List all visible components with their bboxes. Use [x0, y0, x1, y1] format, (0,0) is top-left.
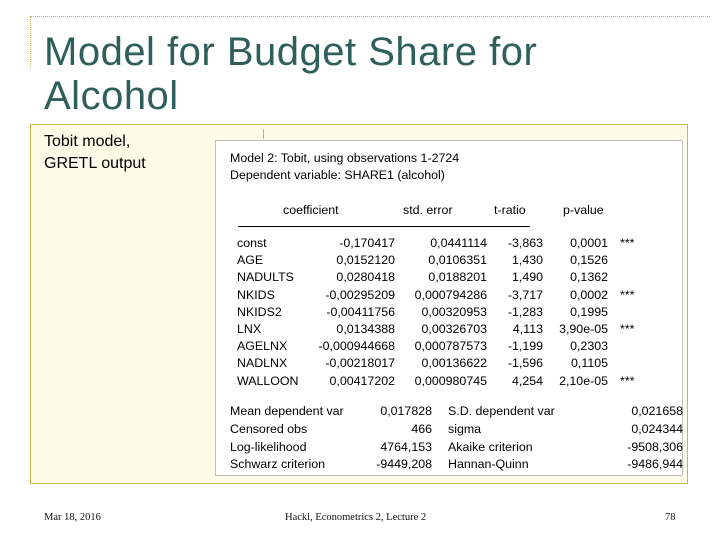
cell-t: 4,113: [512, 322, 543, 336]
divider-tick: [263, 129, 264, 139]
cell-stars: ***: [620, 373, 635, 388]
bullet-label: Tobit model, GRETL output: [44, 131, 194, 175]
bullet-label-line-2: GRETL output: [44, 155, 146, 172]
cell-se: 0,00320953: [421, 304, 487, 319]
cell-coef: -0,000944668: [318, 339, 395, 354]
cell-name: const: [237, 236, 267, 250]
stat-v1: 0,017828: [380, 404, 432, 418]
footer-date: Mar 18, 2016: [44, 512, 101, 523]
stat-v2: 0,024344: [631, 421, 683, 436]
cell-se: 0,000794286: [414, 287, 487, 302]
stat-l2: Hannan-Quinn: [448, 457, 529, 472]
cell-p: 0,1362: [570, 270, 608, 285]
cell-p: 0,0002: [570, 287, 608, 302]
stat-v1: -9449,208: [376, 457, 432, 472]
cell-coef: 0,0134388: [336, 322, 395, 336]
cell-name: AGE: [237, 253, 264, 268]
cell-se: 0,0188201: [428, 270, 487, 285]
stat-v1: 466: [411, 421, 432, 436]
col-header-p-value: p-value: [563, 203, 604, 217]
gretl-output-panel: [215, 140, 683, 476]
table-divider: [238, 226, 530, 227]
stat-l2: Akaike criterion: [448, 439, 533, 454]
cell-t: -3,717: [507, 287, 543, 302]
cell-p: 3,90e-05: [559, 322, 608, 336]
stat-l1: Log-likelihood: [230, 439, 307, 454]
cell-p: 2,10e-05: [559, 373, 608, 388]
cell-se: 0,000787573: [414, 339, 487, 354]
slide-title-line-1: Model for Budget Share for: [44, 30, 538, 74]
cell-se: 0,00136622: [421, 356, 487, 371]
cell-p: 0,1995: [570, 304, 608, 319]
cell-name: WALLOON: [237, 373, 299, 388]
cell-t: -1,596: [507, 356, 543, 371]
model-header: Model 2: Tobit, using observations 1-272…: [230, 151, 460, 165]
cell-coef: -0,00295209: [325, 287, 395, 302]
stat-v2: -9508,306: [627, 439, 683, 454]
cell-se: 0,0441114: [430, 236, 487, 250]
decorative-top-rule: [30, 16, 710, 17]
cell-name: AGELNX: [237, 339, 288, 354]
dependent-variable-header: Dependent variable: SHARE1 (alcohol): [230, 168, 445, 182]
cell-name: NKIDS: [237, 287, 275, 302]
stat-v1: 4764,153: [380, 439, 432, 454]
stat-l1: Mean dependent var: [230, 404, 344, 418]
cell-coef: -0,00218017: [325, 356, 395, 371]
cell-t: 1,490: [511, 270, 543, 285]
cell-name: LNX: [237, 322, 262, 336]
cell-t: -1,199: [507, 339, 543, 354]
slide-title-line-2: Alcohol: [44, 74, 179, 118]
footer-center-text: Hackl, Econometrics 2, Lecture 2: [285, 512, 427, 523]
cell-coef: -0,00411756: [326, 304, 395, 319]
cell-coef: 0,00417202: [329, 373, 395, 388]
stat-l2: sigma: [448, 421, 482, 436]
cell-se: 0,000980745: [414, 373, 487, 388]
cell-p: 0,1105: [571, 356, 608, 371]
cell-t: 4,254: [511, 373, 543, 388]
slide-title: Model for Budget Share for Alcohol: [44, 30, 684, 118]
stat-l2: S.D. dependent var: [448, 404, 555, 418]
col-header-std-error: std. error: [403, 203, 453, 217]
cell-coef: -0,170417: [339, 236, 395, 250]
cell-name: NKIDS2: [237, 304, 282, 319]
cell-t: 1,430: [511, 253, 543, 268]
cell-p: 0,2303: [570, 339, 608, 354]
cell-t: -3,863: [507, 236, 543, 250]
stat-v2: -9486,944: [627, 457, 683, 472]
stat-l1: Schwarz criterion: [230, 457, 326, 472]
cell-p: 0,1526: [570, 253, 608, 268]
cell-t: -1,283: [507, 304, 543, 319]
cell-name: NADULTS: [237, 270, 294, 285]
bullet-label-line-1: Tobit model,: [44, 133, 131, 150]
page-number: 78: [665, 512, 676, 523]
col-header-coefficient: coefficient: [283, 203, 339, 217]
cell-se: 0,0106351: [428, 253, 487, 268]
cell-name: NADLNX: [237, 356, 288, 371]
cell-stars: ***: [620, 236, 635, 250]
col-header-t-ratio: t-ratio: [494, 203, 526, 217]
cell-coef: 0,0152120: [336, 253, 395, 268]
cell-se: 0,00326703: [421, 322, 487, 336]
decorative-left-rule: [30, 16, 31, 68]
cell-stars: ***: [620, 322, 635, 336]
stat-v2: 0,021658: [631, 404, 683, 418]
cell-p: 0,0001: [570, 236, 608, 250]
cell-coef: 0,0280418: [336, 270, 395, 285]
stat-l1: Censored obs: [230, 421, 308, 436]
cell-stars: ***: [620, 287, 635, 302]
